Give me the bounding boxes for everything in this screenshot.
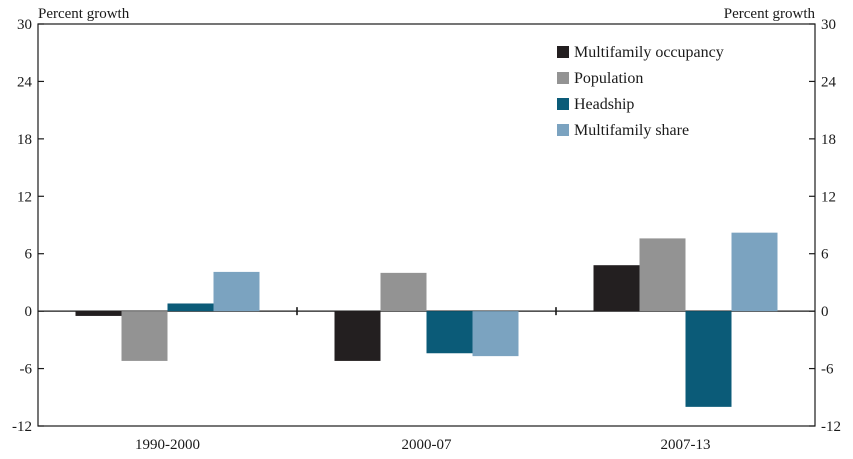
right-y-tick-label: 6 xyxy=(821,247,829,263)
bar xyxy=(685,311,732,407)
bar xyxy=(334,311,381,361)
x-category-label: 2007-13 xyxy=(661,437,711,453)
left-y-tick-label: 12 xyxy=(17,189,32,205)
legend-swatch xyxy=(557,46,569,58)
x-category-label: 2000-07 xyxy=(402,437,452,453)
left-y-tick-label: 0 xyxy=(25,304,33,320)
right-y-tick-label: 18 xyxy=(821,132,836,148)
legend-swatch xyxy=(557,98,569,110)
legend-swatch xyxy=(557,124,569,136)
plot-frame xyxy=(37,23,816,427)
legend-label: Headship xyxy=(574,96,634,113)
bar xyxy=(75,311,122,316)
right-axis-label: Percent growth xyxy=(724,6,816,22)
legend-label: Multifamily share xyxy=(574,122,689,139)
legend-label: Multifamily occupancy xyxy=(574,44,724,61)
left-y-tick-label: 6 xyxy=(25,247,33,263)
right-y-tick-label: 30 xyxy=(821,17,836,33)
left-y-tick-label: -6 xyxy=(20,362,33,378)
bar xyxy=(639,238,686,312)
left-y-tick-label: 24 xyxy=(17,74,33,90)
left-y-tick-label: 30 xyxy=(17,17,32,33)
bar xyxy=(593,265,640,312)
bar xyxy=(213,271,260,312)
bar xyxy=(121,311,168,361)
bar xyxy=(426,311,473,354)
bar xyxy=(380,272,427,312)
bar xyxy=(731,232,778,312)
left-y-tick-label: 18 xyxy=(17,132,32,148)
left-axis-label: Percent growth xyxy=(38,6,130,22)
bar xyxy=(167,303,214,312)
right-y-tick-label: 0 xyxy=(821,304,829,320)
legend-swatch xyxy=(557,72,569,84)
left-y-tick-label: -12 xyxy=(12,419,32,435)
right-y-tick-label: 24 xyxy=(821,74,837,90)
right-y-tick-label: -12 xyxy=(821,419,841,435)
bar xyxy=(472,311,519,357)
right-y-tick-label: -6 xyxy=(821,362,834,378)
legend-label: Population xyxy=(574,70,643,87)
right-y-tick-label: 12 xyxy=(821,189,836,205)
x-category-label: 1990-2000 xyxy=(135,437,200,453)
legend: Multifamily occupancy Population Headship M… xyxy=(557,44,724,139)
